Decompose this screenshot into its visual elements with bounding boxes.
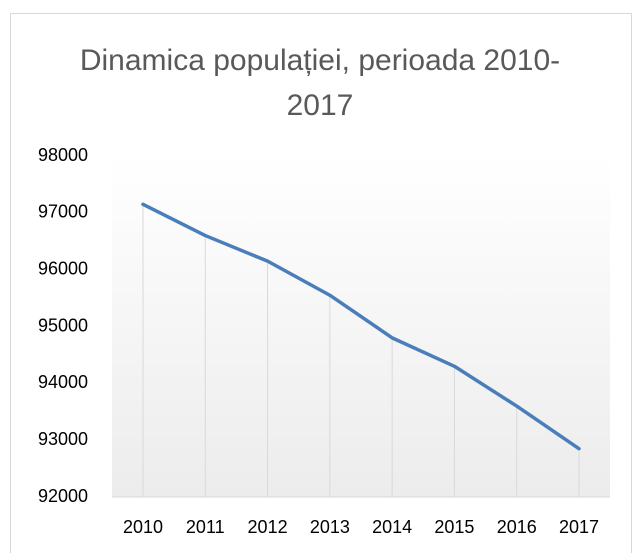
y-tick-label: 97000	[38, 202, 88, 222]
x-tick-label: 2012	[248, 517, 288, 537]
x-tick-label: 2017	[559, 517, 599, 537]
y-tick-label: 93000	[38, 429, 88, 449]
x-tick-label: 2014	[372, 517, 412, 537]
plot-area	[112, 156, 610, 497]
x-tick-label: 2011	[186, 517, 225, 537]
y-tick-label: 92000	[38, 486, 88, 506]
x-tick-label: 2013	[310, 517, 350, 537]
x-tick-label: 2010	[123, 517, 163, 537]
x-tick-label: 2015	[434, 517, 474, 537]
y-tick-label: 95000	[38, 315, 88, 335]
line-series	[141, 202, 581, 451]
chart-title: Dinamica populației, perioada 2010-2017	[79, 44, 561, 122]
y-tick-label: 94000	[38, 372, 88, 392]
x-tick-label: 2016	[497, 517, 537, 537]
y-tick-label: 96000	[38, 258, 88, 278]
y-tick-label: 98000	[38, 145, 88, 165]
